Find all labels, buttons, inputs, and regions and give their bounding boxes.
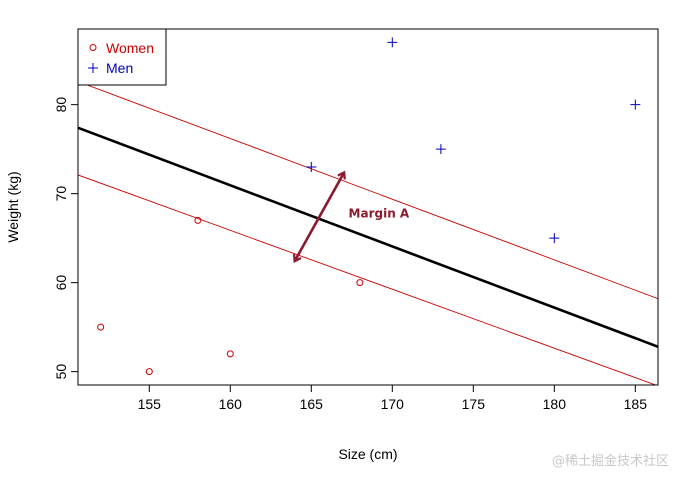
data-point-women xyxy=(194,216,202,224)
fitted-lines xyxy=(78,81,658,385)
data-points xyxy=(97,37,641,376)
data-point-women xyxy=(97,323,105,331)
data-point-men xyxy=(435,144,446,155)
data-point-men xyxy=(306,161,317,172)
legend-women-marker xyxy=(89,44,97,51)
x-tick-label: 175 xyxy=(462,396,486,412)
y-tick-label: 60 xyxy=(53,275,69,291)
legend-box xyxy=(77,28,167,86)
margin-annotation: Margin A xyxy=(292,170,410,264)
x-tick-label: 185 xyxy=(624,396,648,412)
x-tick-label: 180 xyxy=(543,396,567,412)
legend: Women Men xyxy=(77,28,167,86)
x-tick-label: 165 xyxy=(300,396,324,412)
legend-men-label: Men xyxy=(106,60,133,76)
y-tick-label: 50 xyxy=(53,364,69,380)
data-point-women xyxy=(145,368,153,376)
data-point-women xyxy=(356,279,364,287)
data-point-men xyxy=(387,37,398,48)
y-tick-label: 80 xyxy=(53,97,69,113)
y-axis: 50 60 70 80 xyxy=(53,97,79,380)
data-point-men xyxy=(630,99,641,110)
margin-arrow xyxy=(292,170,346,264)
x-tick-label: 160 xyxy=(219,396,243,412)
x-tick-label: 170 xyxy=(381,396,405,412)
data-point-men xyxy=(549,233,560,244)
margin-lower-line xyxy=(78,174,657,385)
separator-line xyxy=(78,126,658,348)
x-axis: 155 160 165 170 175 180 185 xyxy=(138,384,648,412)
legend-men-marker xyxy=(88,63,98,73)
legend-women-label: Women xyxy=(106,40,154,56)
data-point-women xyxy=(226,350,234,358)
x-axis-label: Size (cm) xyxy=(338,446,397,462)
x-tick-label: 155 xyxy=(138,396,162,412)
y-axis-label: Weight (kg) xyxy=(5,171,21,242)
margin-label: Margin A xyxy=(349,207,410,221)
margin-upper-line xyxy=(78,81,658,300)
y-tick-label: 70 xyxy=(53,186,69,202)
watermark: @稀土掘金技术社区 xyxy=(552,454,670,469)
